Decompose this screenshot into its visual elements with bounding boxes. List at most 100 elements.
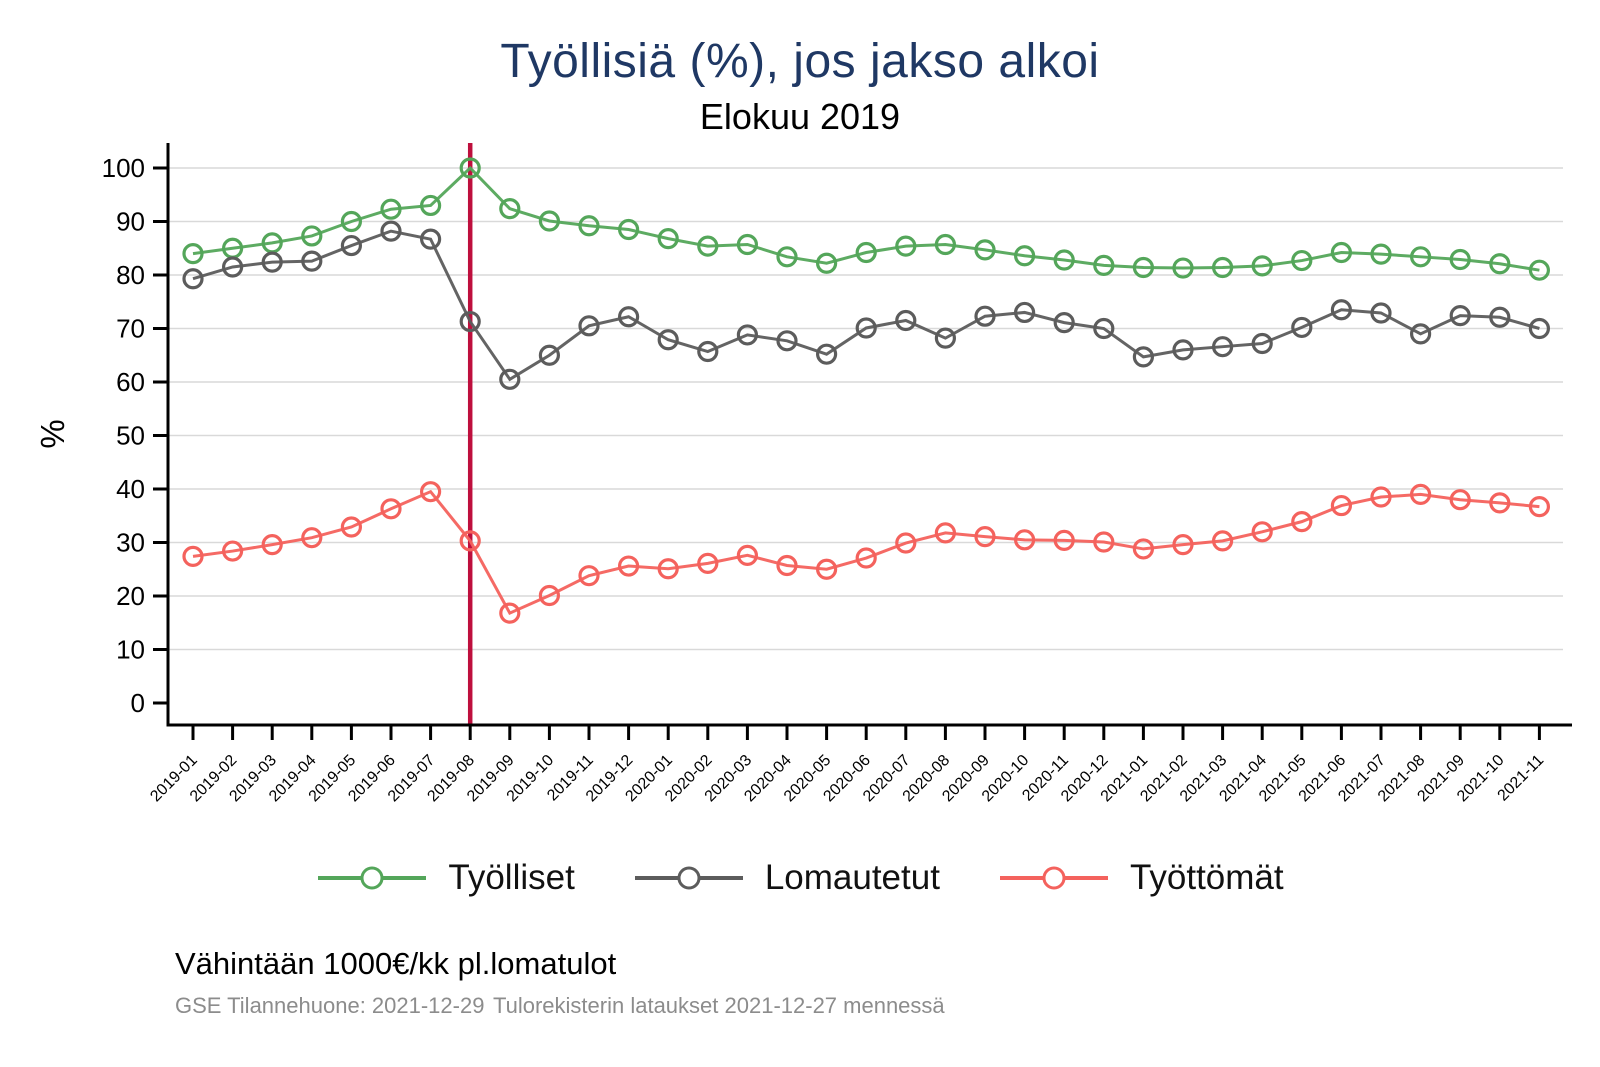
y-tick-label: 20	[116, 581, 145, 611]
data-point-marker	[459, 157, 481, 179]
data-point-marker	[420, 228, 442, 250]
data-point-marker	[974, 526, 996, 548]
data-point-marker	[420, 194, 442, 217]
data-point-marker	[261, 251, 283, 273]
data-point-marker	[340, 234, 362, 257]
y-tick-label: 50	[116, 421, 145, 451]
legend-item-lomautetut: Lomautetut	[633, 858, 940, 898]
y-tick-label: 10	[116, 635, 145, 665]
data-point-marker	[1449, 248, 1471, 271]
data-point-marker	[499, 198, 521, 220]
data-point-marker	[182, 545, 204, 568]
data-point-marker	[1291, 316, 1313, 339]
data-point-marker	[934, 327, 957, 349]
data-point-marker	[1211, 336, 1234, 358]
data-point-marker	[1449, 489, 1471, 511]
data-point-marker	[815, 558, 838, 580]
data-point-marker	[1330, 494, 1353, 517]
data-point-marker	[1489, 492, 1511, 514]
data-point-marker	[182, 268, 204, 290]
data-point-marker	[815, 252, 838, 274]
tyolliset-line-marker-icon	[318, 866, 427, 890]
data-point-marker	[459, 310, 481, 333]
plot-area: 0 10 20 30 40 50 60 70 80 90 100% 2019-012019-02201…	[34, 143, 1572, 805]
data-point-marker	[1172, 339, 1194, 361]
data-point-marker	[657, 329, 679, 351]
lomautetut-line-marker-icon	[634, 866, 743, 890]
data-point-marker	[895, 532, 917, 554]
series-lomautetut	[182, 220, 1551, 390]
data-point-marker	[499, 602, 521, 624]
data-point-marker	[301, 527, 323, 549]
data-point-marker	[617, 218, 640, 241]
data-point-marker	[1211, 530, 1234, 552]
data-point-marker	[1053, 249, 1075, 271]
source-right: Tulorekisterin lataukset 2021-12-27 menn…	[493, 993, 945, 1018]
series-työttömät	[182, 481, 1551, 624]
data-point-marker	[736, 233, 759, 256]
data-point-marker	[380, 498, 402, 520]
chart-title: Työllisiä (%), jos jakso alkoi	[500, 35, 1100, 88]
chart-subtitle: Elokuu 2019	[699, 96, 901, 137]
y-tick-label: 0	[131, 688, 145, 718]
y-axis-title: %	[34, 419, 71, 448]
data-point-marker	[974, 239, 996, 261]
data-point-marker	[855, 241, 877, 264]
data-point-marker	[1370, 302, 1392, 324]
data-point-marker	[1409, 483, 1432, 505]
data-point-marker	[1291, 511, 1313, 533]
y-tick-label: 80	[116, 260, 145, 290]
data-point-marker	[222, 540, 244, 562]
data-point-marker	[1172, 534, 1194, 556]
axes	[166, 143, 1572, 727]
data-point-marker	[776, 246, 798, 268]
data-point-marker	[1013, 301, 1036, 324]
data-point-marker	[617, 306, 640, 328]
data-point-marker	[1251, 521, 1273, 543]
data-point-marker	[301, 225, 323, 247]
data-point-marker	[1370, 243, 1392, 265]
data-point-marker	[1489, 306, 1511, 328]
data-point-marker	[617, 555, 640, 577]
legend-label-lomautetut: Lomautetut	[764, 858, 940, 897]
y-tick-label: 70	[116, 314, 145, 344]
data-point-marker	[815, 343, 838, 365]
data-point-marker	[1172, 257, 1194, 279]
data-point-marker	[1053, 529, 1075, 551]
gridlines	[168, 167, 1563, 651]
data-point-marker	[538, 210, 561, 232]
data-point-marker	[736, 324, 759, 346]
data-point-marker	[1013, 529, 1036, 551]
legend-item-tyolliset: Työlliset	[316, 858, 575, 898]
legend-label-tyottomat: Työttömät	[1129, 858, 1284, 897]
data-point-marker	[459, 530, 481, 552]
data-point-marker	[1409, 246, 1432, 268]
data-point-marker	[301, 250, 323, 272]
data-point-marker	[538, 344, 561, 366]
data-point-marker	[1251, 332, 1273, 355]
data-point-marker	[182, 243, 204, 265]
data-point-marker	[895, 309, 917, 332]
data-point-marker	[340, 210, 362, 233]
data-point-marker	[1291, 249, 1313, 272]
y-tick-label: 90	[116, 207, 145, 237]
y-tick-label: 40	[116, 474, 145, 504]
data-point-marker	[499, 368, 521, 390]
data-point-marker	[261, 534, 283, 556]
chart-note: Vähintään 1000€/kk pl.lomatulot	[175, 946, 617, 981]
series-työlliset	[182, 157, 1551, 281]
data-point-marker	[855, 317, 877, 339]
data-point-marker	[1251, 255, 1273, 277]
source-left: GSE Tilannehuone: 2021-12-29	[175, 993, 485, 1018]
data-point-marker	[420, 481, 442, 503]
data-point-marker	[380, 198, 402, 220]
data-point-marker	[1093, 317, 1115, 340]
series-line	[192, 229, 1540, 382]
data-point-marker	[855, 547, 877, 569]
y-tick-label: 60	[116, 367, 145, 397]
y-axis-ticks: 0 10 20 30 40 50 60 70 80 90 100	[102, 153, 168, 718]
data-point-marker	[1211, 256, 1234, 279]
x-axis-ticks: 2019-012019-022019-032019-042019-052019-…	[147, 725, 1547, 805]
data-point-marker	[776, 330, 798, 352]
data-point-marker	[736, 544, 759, 566]
